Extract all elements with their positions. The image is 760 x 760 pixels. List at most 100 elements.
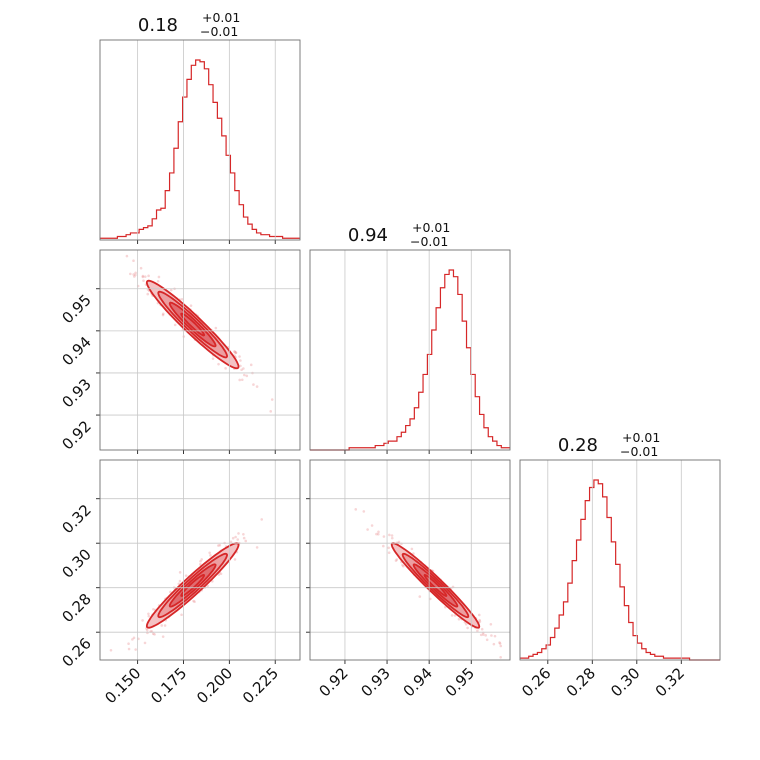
pair-p0-p1-sample	[252, 383, 255, 386]
pair-p0-p2-sample	[147, 612, 150, 616]
pair-p0-p2-sample	[237, 532, 240, 535]
title-p0-plus: +0.01	[202, 10, 240, 25]
pair-p0-p2-contour-line	[145, 542, 240, 629]
pair-p1-p2-sample	[492, 642, 496, 646]
pair-p0-p2-contour-line	[157, 552, 229, 619]
pair-p0-p2-contour-line	[168, 563, 217, 608]
pair-p1-p2-sample	[482, 633, 485, 636]
pair-p0-p1-sample	[211, 357, 215, 360]
pair-p1-p2-sample	[401, 563, 404, 567]
pair-p0-p2-contour-line	[180, 574, 205, 597]
pair-p0-p2-sample	[260, 518, 264, 521]
pair-p1-p2-sample	[453, 614, 457, 617]
pair-p0-p2-sample	[200, 558, 203, 561]
pair-p0-p1-frame	[99, 249, 301, 451]
pair-p0-p2-sample	[163, 624, 167, 627]
xtick-label-p2: 0.30	[607, 664, 643, 700]
pair-p0-p1-sample	[217, 362, 220, 366]
pair-p0-p2-sample	[153, 633, 156, 636]
pair-p1-p2-sample	[410, 547, 414, 551]
pair-p1-p2-sample	[489, 622, 493, 626]
pair-p1-p2-sample	[493, 634, 497, 638]
pair-p0-p1-contour-line	[168, 301, 217, 348]
pair-p1-p2-sample	[387, 551, 391, 555]
pair-p0-p1-sample	[141, 275, 145, 279]
pair-p0-p1-sample	[125, 254, 129, 258]
pair-p0-p2-sample	[151, 632, 155, 636]
pair-p0-p2-sample	[192, 599, 195, 603]
pair-p1-p2-sample	[402, 564, 405, 568]
pair-p0-p1-sample	[224, 367, 227, 370]
pair-p1-p2-sample	[388, 533, 391, 537]
pair-p0-p1-sample	[239, 359, 242, 362]
title-p1-plus: +0.01	[412, 220, 450, 235]
pair-p0-p2-sample	[231, 536, 235, 540]
pair-p0-p2-sample	[132, 636, 136, 640]
xtick-label-p0: 0.175	[147, 664, 190, 707]
pair-p0-p2-sample	[255, 546, 259, 549]
pair-p1-p2-sample	[450, 614, 454, 617]
title-p2: 0.28 +0.01 −0.01	[558, 430, 660, 459]
pair-p0-p2-sample	[178, 571, 182, 574]
pair-p0-p2-sample	[141, 619, 144, 622]
pair-p1-p2-contour-line	[390, 542, 481, 629]
pair-p1-p2-sample	[478, 618, 481, 622]
pair-p1-p2-sample	[354, 508, 358, 511]
pair-p0-p1-sample	[132, 273, 135, 276]
pair-p0-p1-sample	[240, 368, 243, 372]
pair-p0-p1-sample	[134, 271, 137, 275]
hist-p2-step	[520, 479, 720, 661]
pair-p1-p2-contour-line	[412, 563, 459, 608]
pair-p1-p2-sample	[499, 644, 503, 648]
pair-p0-p1-sample	[146, 292, 150, 296]
pair-p0-p1	[125, 254, 274, 413]
pair-p1-p2-sample	[390, 536, 394, 540]
pair-p0-p1-sample	[157, 275, 161, 279]
pair-p0-p2-sample	[134, 648, 137, 651]
title-p1-minus: −0.01	[410, 234, 448, 249]
pair-p0-p2-sample	[193, 600, 196, 604]
pair-p1-p2-contour-line	[423, 574, 448, 597]
pair-p0-p2-sample	[244, 539, 248, 543]
pair-p0-p1-sample	[147, 274, 150, 278]
pair-p1-p2-sample	[464, 622, 468, 626]
pair-p1-p2	[354, 508, 503, 659]
pair-p0-p2-sample	[217, 544, 220, 547]
pair-p1-p2-sample	[382, 535, 386, 538]
pair-p1-p2-sample	[370, 524, 374, 527]
pair-p0-p1-sample	[132, 275, 136, 278]
pair-p1-p2-sample	[478, 620, 482, 623]
pair-p0-p2-sample	[242, 532, 245, 536]
pair-p0-p1-sample	[239, 364, 242, 368]
pair-p1-p2-sample	[362, 510, 366, 513]
pair-p0-p1-sample	[234, 351, 238, 355]
title-p0-minus: −0.01	[200, 24, 238, 39]
pair-p0-p1-contour-line	[157, 290, 229, 359]
pair-p1-p2-sample	[480, 627, 484, 631]
hist-p2-frame	[519, 459, 721, 661]
pair-p1-p2-sample	[477, 613, 481, 617]
title-p1-main: 0.94	[348, 225, 388, 246]
pair-p1-p2-sample	[498, 642, 502, 645]
title-p0-main: 0.18	[138, 15, 178, 36]
pair-p0-p2-sample	[177, 582, 181, 586]
xtick-label-p2: 0.28	[563, 664, 599, 700]
xtick-label-p0: 0.150	[101, 664, 144, 707]
title-p1: 0.94 +0.01 −0.01	[348, 220, 450, 249]
pair-p0-p2-sample	[234, 535, 237, 539]
pair-p0-p2-sample	[180, 613, 183, 617]
pair-p0-p2-sample	[229, 540, 233, 544]
pair-p1-p2-sample	[466, 626, 469, 630]
hist-p0	[100, 59, 300, 239]
pair-p1-p2-sample	[366, 528, 369, 531]
pair-p0-p1-sample	[270, 398, 274, 401]
pair-p0-p2-sample	[218, 543, 222, 547]
ytick-label-p1: 0.95	[58, 291, 94, 327]
ytick-label-p2: 0.28	[58, 590, 94, 626]
ytick-label-p1: 0.94	[58, 333, 94, 369]
pair-p0-p2	[109, 518, 264, 652]
pair-p1-p2-sample	[485, 638, 489, 642]
pair-p0-p2-sample	[143, 641, 147, 645]
pair-p1-p2-sample	[479, 633, 483, 637]
title-p0: 0.18 +0.01 −0.01	[138, 10, 240, 39]
